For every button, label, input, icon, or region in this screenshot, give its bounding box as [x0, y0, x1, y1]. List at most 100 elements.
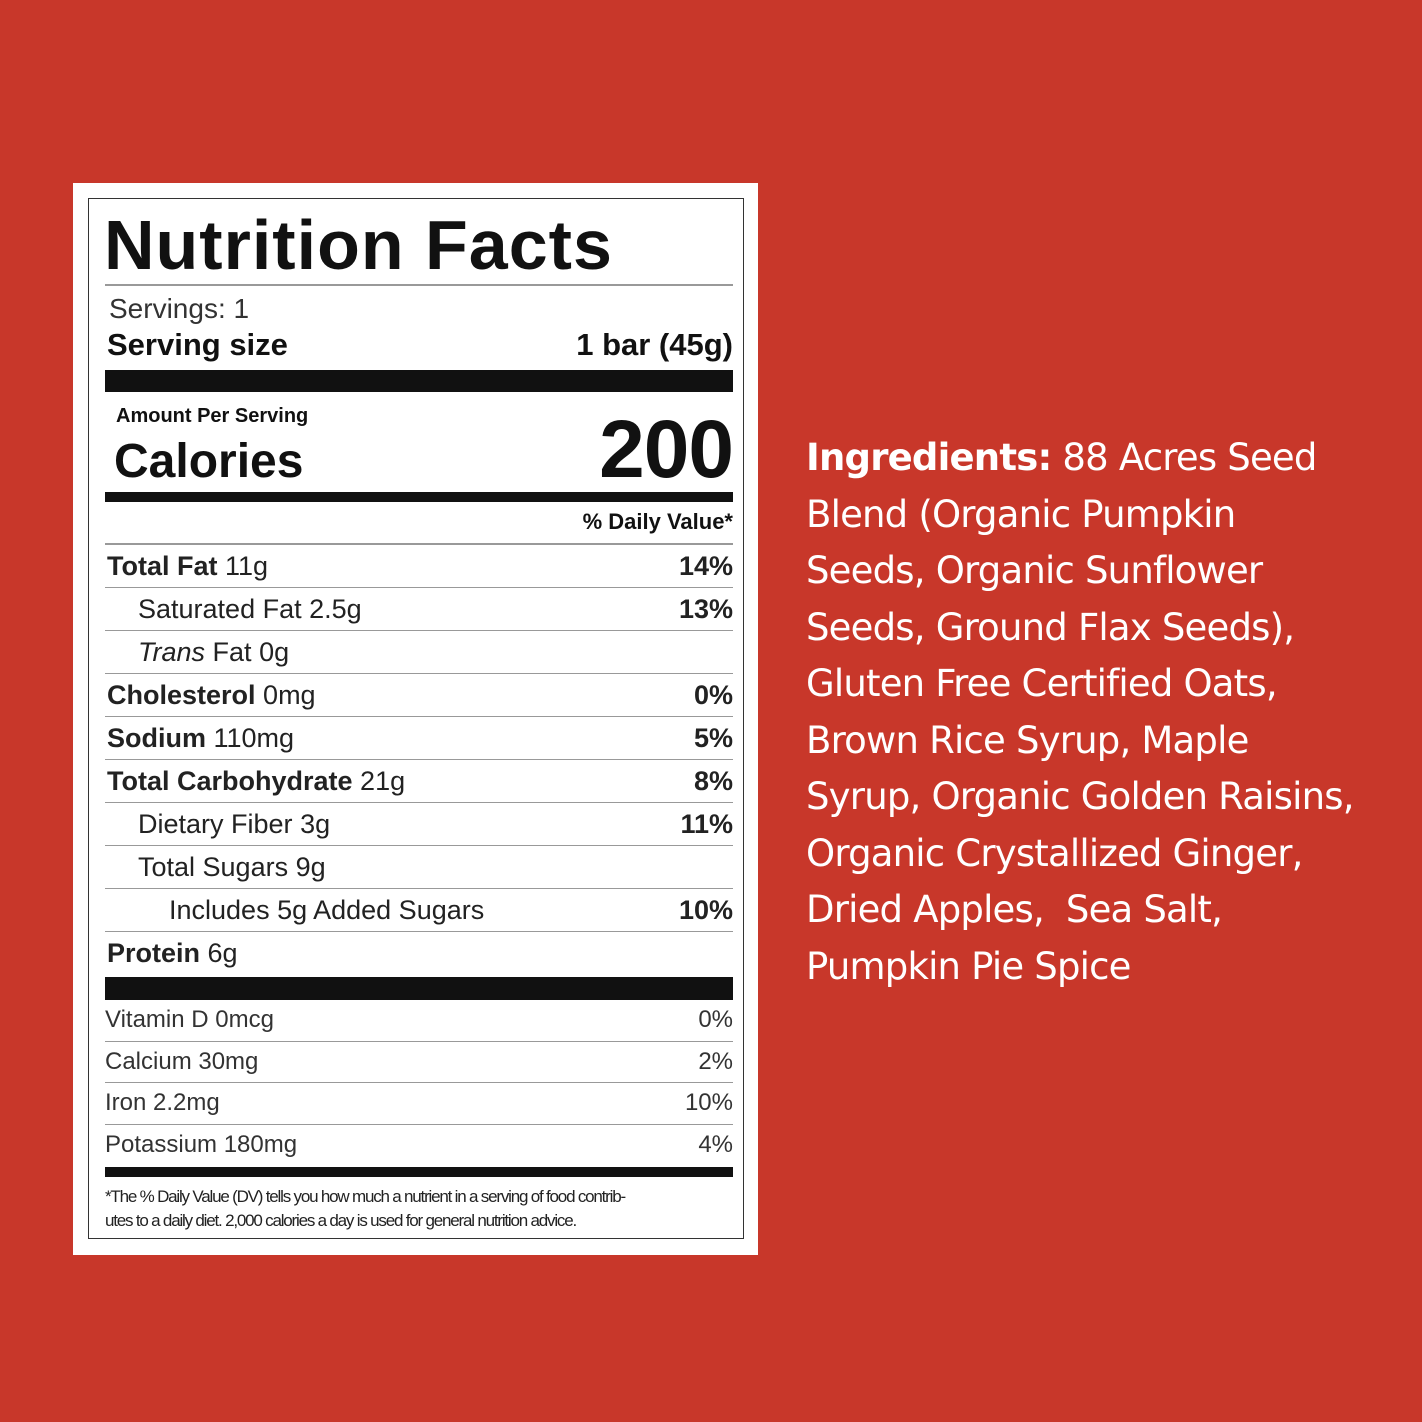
- nutrient-daily-value: 5%: [693, 722, 733, 753]
- vitamin-row: Calcium 30mg 2%: [105, 1042, 733, 1083]
- ingredients-text: Ingredients: 88 Acres Seed Blend (Organic…: [806, 430, 1354, 995]
- nutrient-row: Includes 5g Added Sugars 10%: [105, 889, 733, 932]
- nutrient-name: Total Fat: [107, 550, 218, 581]
- nutrient-name-cell: Total Fat 11g: [105, 551, 268, 582]
- nutrient-name-cell: Sodium 110mg: [105, 723, 294, 754]
- amount-per-serving: Amount Per Serving: [116, 405, 309, 427]
- serving-size-label: Serving size: [107, 327, 288, 362]
- divider: [105, 284, 733, 286]
- nutrient-amount: 9g: [295, 851, 326, 882]
- ingredients-line: Brown Rice Syrup, Maple: [806, 713, 1354, 770]
- ingredients-label: Ingredients:: [806, 436, 1052, 479]
- ingredients-text-part: Pumpkin Pie Spice: [806, 944, 1131, 988]
- divider: [105, 543, 733, 545]
- daily-value-header: % Daily Value*: [582, 509, 733, 534]
- nutrient-name-cell: Saturated Fat 2.5g: [105, 594, 362, 625]
- nutrient-row: Total Carbohydrate 21g 8%: [105, 760, 733, 803]
- nutrient-name-cell: Dietary Fiber 3g: [105, 809, 330, 840]
- nutrient-amount: 0mg: [263, 679, 316, 710]
- vitamin-daily-value: 0%: [698, 1006, 733, 1034]
- nutrient-row: Cholesterol 0mg 0%: [105, 674, 733, 717]
- vitamin-daily-value: 2%: [698, 1047, 733, 1075]
- nutrient-name-cell: Trans Fat 0g: [105, 637, 289, 668]
- footnote: *The % Daily Value (DV) tells you how mu…: [105, 1185, 733, 1233]
- ingredients-text-part: Dried Apples, Sea Salt,: [806, 888, 1223, 931]
- vitamin-name: Iron 2.2mg: [105, 1089, 220, 1117]
- servings: Servings: 1: [109, 293, 250, 324]
- nutrient-name: Sodium: [107, 722, 206, 753]
- nutrient-row: Protein 6g: [105, 932, 733, 974]
- ingredients-text-part: 88 Acres Seed: [1051, 436, 1317, 479]
- nutrient-row: Dietary Fiber 3g 11%: [105, 803, 733, 846]
- nutrition-label-border: [88, 198, 744, 1239]
- medium-divider: [105, 492, 733, 502]
- thick-divider: [105, 370, 733, 392]
- ingredients-line: Blend (Organic Pumpkin: [806, 487, 1354, 544]
- nutrient-name-cell: Cholesterol 0mg: [105, 680, 316, 711]
- nutrient-amount: 2.5g: [309, 593, 362, 624]
- nutrient-daily-value: 0%: [693, 679, 733, 710]
- ingredients-line: Seeds, Ground Flax Seeds),: [806, 600, 1354, 657]
- calories-label: Calories: [114, 435, 304, 488]
- nutrition-facts-title: Nutrition Facts: [104, 206, 613, 284]
- medium-divider: [105, 1167, 733, 1177]
- nutrient-name: Total Sugars: [138, 851, 289, 882]
- nutrient-row: Saturated Fat 2.5g 13%: [105, 588, 733, 631]
- nutrient-rows: Total Fat 11g 14% Saturated Fat 2.5g 13% Tra…: [105, 545, 733, 974]
- nutrient-row: Sodium 110mg 5%: [105, 717, 733, 760]
- nutrient-row: Total Sugars 9g: [105, 846, 733, 889]
- nutrition-label-card: [73, 183, 758, 1255]
- footnote-line: utes to a daily diet. 2,000 calories a d…: [105, 1211, 577, 1230]
- serving-size-value: 1 bar (45g): [576, 327, 733, 362]
- nutrient-name-cell: Total Carbohydrate 21g: [105, 766, 405, 797]
- nutrient-name-cell: Includes 5g Added Sugars: [105, 895, 484, 926]
- ingredients-text-part: Blend (Organic Pumpkin: [806, 492, 1236, 536]
- ingredients-line: Syrup, Organic Golden Raisins,: [806, 769, 1354, 826]
- vitamin-row: Iron 2.2mg 10%: [105, 1083, 733, 1125]
- footnote-line: *The % Daily Value (DV) tells you how mu…: [105, 1187, 626, 1206]
- thick-divider: [105, 977, 733, 1000]
- nutrient-daily-value: 13%: [678, 593, 733, 624]
- calories-value: 200: [599, 404, 734, 495]
- ingredients-line: Seeds, Organic Sunflower: [806, 543, 1354, 600]
- nutrient-name: Protein: [107, 937, 201, 968]
- nutrient-name: Includes 5g Added Sugars: [169, 894, 485, 925]
- nutrient-daily-value: 14%: [678, 550, 733, 581]
- nutrient-name: Dietary Fiber: [138, 808, 293, 839]
- ingredients-line: Dried Apples, Sea Salt,: [806, 882, 1354, 939]
- nutrient-name: Fat: [212, 636, 252, 667]
- vitamin-row: Vitamin D 0mcg 0%: [105, 1000, 733, 1042]
- ingredients-text-part: Syrup, Organic Golden Raisins,: [806, 775, 1354, 818]
- vitamin-daily-value: 4%: [698, 1130, 733, 1158]
- vitamin-name: Vitamin D 0mcg: [105, 1006, 274, 1034]
- nutrient-amount: 110mg: [213, 722, 295, 753]
- nutrient-row: Total Fat 11g 14%: [105, 545, 733, 588]
- ingredients-line: Gluten Free Certified Oats,: [806, 656, 1354, 713]
- nutrient-amount: 6g: [207, 937, 238, 968]
- nutrient-amount: 0g: [259, 636, 290, 667]
- nutrient-name-cell: Protein 6g: [105, 938, 238, 969]
- nutrient-daily-value: 11%: [680, 808, 733, 839]
- nutrient-amount: 21g: [360, 765, 406, 796]
- vitamin-rows: Vitamin D 0mcg 0% Calcium 30mg 2% Iron 2.2mg…: [105, 1000, 733, 1165]
- nutrient-amount: 3g: [300, 808, 331, 839]
- nutrient-name: Cholesterol: [107, 679, 256, 710]
- ingredients-line: Ingredients: 88 Acres Seed: [806, 430, 1354, 487]
- vitamin-name: Calcium 30mg: [105, 1047, 259, 1075]
- nutrient-name: Saturated Fat: [138, 593, 302, 624]
- ingredients-text-part: Seeds, Ground Flax Seeds),: [806, 605, 1295, 649]
- nutrient-italic-prefix: Trans: [138, 636, 206, 667]
- nutrient-daily-value: 8%: [693, 765, 733, 796]
- ingredients-line: Pumpkin Pie Spice: [806, 939, 1354, 996]
- ingredients-text-part: Seeds, Organic Sunflower: [806, 549, 1263, 592]
- nutrient-daily-value: 10%: [678, 894, 733, 925]
- nutrient-name-cell: Total Sugars 9g: [105, 852, 326, 883]
- ingredients-text-part: Organic Crystallized Ginger,: [806, 831, 1303, 875]
- vitamin-row: Potassium 180mg 4%: [105, 1125, 733, 1166]
- nutrient-amount: 11g: [225, 550, 269, 581]
- ingredients-text-part: Gluten Free Certified Oats,: [806, 662, 1278, 705]
- vitamin-name: Potassium 180mg: [105, 1130, 298, 1158]
- nutrient-name: Total Carbohydrate: [107, 765, 353, 796]
- nutrient-row: Trans Fat 0g: [105, 631, 733, 674]
- vitamin-daily-value: 10%: [684, 1089, 733, 1117]
